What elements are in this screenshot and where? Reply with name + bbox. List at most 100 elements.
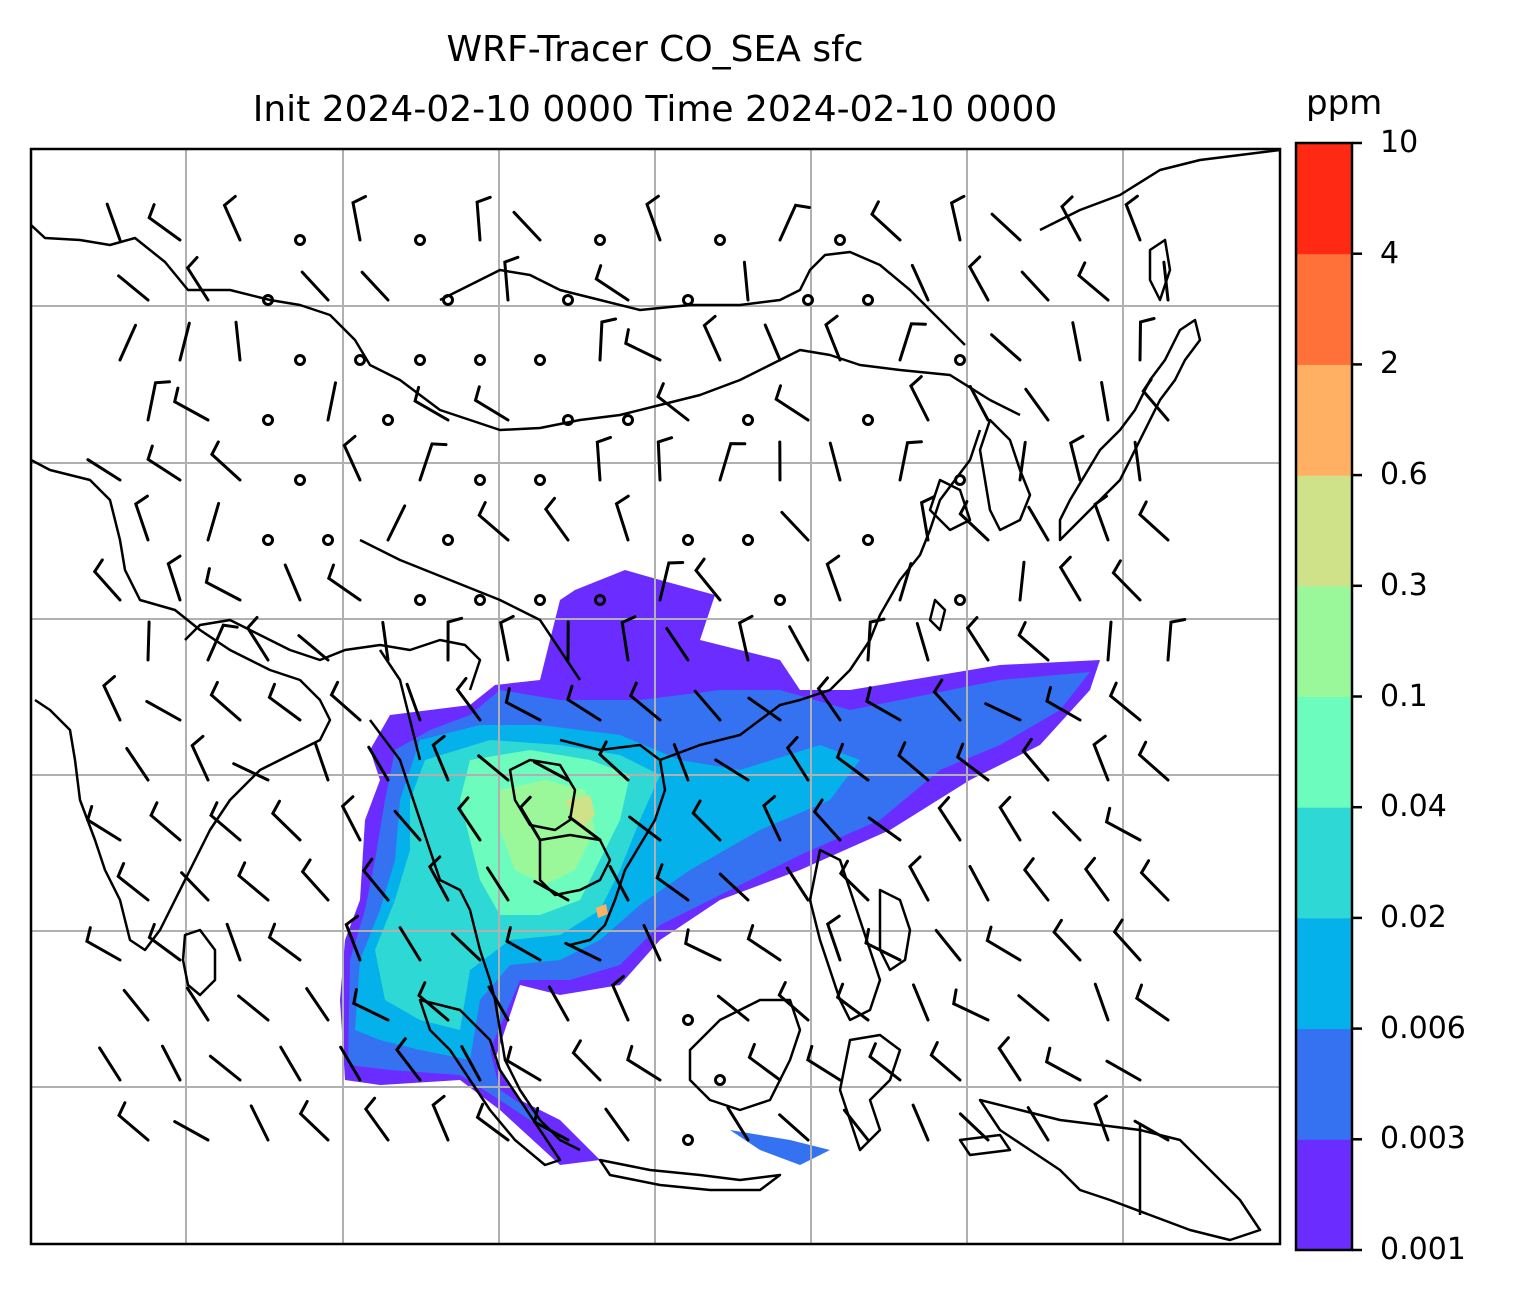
wind-barb <box>245 616 270 662</box>
calm-wind-circle <box>442 534 454 546</box>
wind-barb <box>684 928 722 962</box>
wind-barbs <box>85 194 1187 1146</box>
calm-wind-circle <box>262 534 274 546</box>
wind-barb <box>985 925 1022 962</box>
calm-wind-circle <box>442 294 454 306</box>
wind-barb <box>173 1120 210 1142</box>
wind-barb <box>475 1102 510 1142</box>
calm-wind-circle <box>414 594 426 606</box>
wind-barb <box>237 861 270 902</box>
wind-barb <box>1092 734 1110 782</box>
plume-layer-1b <box>730 1130 830 1165</box>
wind-barb <box>351 195 367 242</box>
wind-barb <box>185 986 210 1022</box>
map-gridlines <box>31 149 1280 1244</box>
coastline-borneo <box>688 998 802 1112</box>
wind-barb <box>864 927 902 962</box>
wind-barb <box>909 375 930 422</box>
wind-barb <box>512 210 542 242</box>
calm-wind-circle <box>534 474 546 486</box>
colorbar-tick-label: 0.006 <box>1380 1010 1466 1046</box>
wind-barb <box>329 680 362 722</box>
wind-barb <box>417 981 450 1022</box>
wind-barb <box>405 682 422 722</box>
wind-barb <box>774 384 810 422</box>
wind-barb <box>806 1044 842 1082</box>
wind-barb <box>1111 559 1142 602</box>
wind-barb <box>446 616 464 662</box>
wind-barb <box>1052 918 1082 962</box>
wind-barb <box>1068 434 1085 482</box>
colorbar-bin <box>1296 143 1352 255</box>
wind-barb <box>998 795 1022 842</box>
wind-barb <box>955 742 990 782</box>
wind-barb <box>908 855 930 902</box>
wind-barb <box>267 682 302 722</box>
wind-barb <box>487 985 510 1022</box>
wind-barb <box>116 862 150 902</box>
wind-barb <box>209 801 242 842</box>
wind-barb <box>1093 494 1110 542</box>
wind-barb <box>934 928 962 962</box>
wind-barb <box>340 795 362 842</box>
wind-barb <box>298 1099 330 1142</box>
wind-barb <box>1044 1046 1082 1082</box>
border-timor <box>958 1133 1012 1157</box>
calm-wind-circle <box>682 534 694 546</box>
wind-barb <box>1162 260 1170 302</box>
wind-barb <box>691 799 722 842</box>
wind-barb <box>910 263 930 302</box>
wind-barb <box>1045 686 1082 722</box>
calm-wind-circle <box>682 294 694 306</box>
wind-barb <box>965 616 990 662</box>
wind-barb <box>564 941 602 962</box>
coastline-vietnam <box>559 738 667 947</box>
wind-barb <box>395 1037 422 1082</box>
calm-wind-circle <box>322 534 334 546</box>
wind-barb <box>566 684 602 722</box>
wind-barb <box>1137 740 1170 782</box>
wind-barb <box>716 994 750 1022</box>
wind-barb <box>628 815 662 842</box>
wind-barb <box>747 696 782 722</box>
calm-wind-circle <box>954 594 966 606</box>
coastline-kamchatka <box>1039 149 1280 232</box>
wind-barb <box>958 500 990 542</box>
wind-barb <box>386 504 407 542</box>
colorbar-bin <box>1296 364 1352 476</box>
wind-barb <box>460 1045 482 1082</box>
calm-wind-circle <box>474 594 486 606</box>
wind-barb <box>204 567 242 602</box>
wind-barb <box>604 1107 630 1142</box>
calm-wind-circle <box>414 234 426 246</box>
wind-barb <box>86 458 122 482</box>
calm-wind-circle <box>562 414 574 426</box>
colorbar-bin <box>1296 1139 1352 1251</box>
chart-title: WRF-Tracer CO_SEA sfc <box>446 29 864 70</box>
wind-barb <box>381 620 390 662</box>
wind-barb <box>477 501 510 542</box>
calm-wind-circle <box>954 474 966 486</box>
calm-wind-circle <box>742 534 754 546</box>
wind-barb <box>642 924 662 962</box>
coastline-sulawesi <box>838 1033 902 1152</box>
coastline-srilanka <box>181 928 217 997</box>
wind-barb <box>237 994 270 1022</box>
calm-wind-circle <box>954 354 966 366</box>
wind-barb <box>1093 1094 1110 1142</box>
border-china-inner <box>359 538 582 681</box>
wind-barb <box>270 799 302 842</box>
wind-barb <box>665 627 690 662</box>
coastline-japan <box>1058 318 1202 542</box>
wind-barb <box>327 563 362 602</box>
wind-barb <box>568 815 602 842</box>
wind-barb <box>360 270 390 302</box>
colorbar-bin <box>1296 475 1352 587</box>
wind-barb <box>149 801 182 842</box>
wind-barb <box>1083 856 1110 902</box>
wind-barb <box>726 1106 750 1142</box>
wind-barb <box>1027 505 1050 542</box>
wind-barb <box>626 1044 662 1082</box>
wind-barb <box>824 314 842 362</box>
wind-barb <box>533 880 570 902</box>
